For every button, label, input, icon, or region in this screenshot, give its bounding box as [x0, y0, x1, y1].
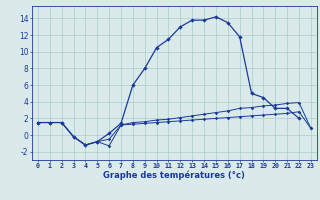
X-axis label: Graphe des températures (°c): Graphe des températures (°c): [103, 171, 245, 180]
